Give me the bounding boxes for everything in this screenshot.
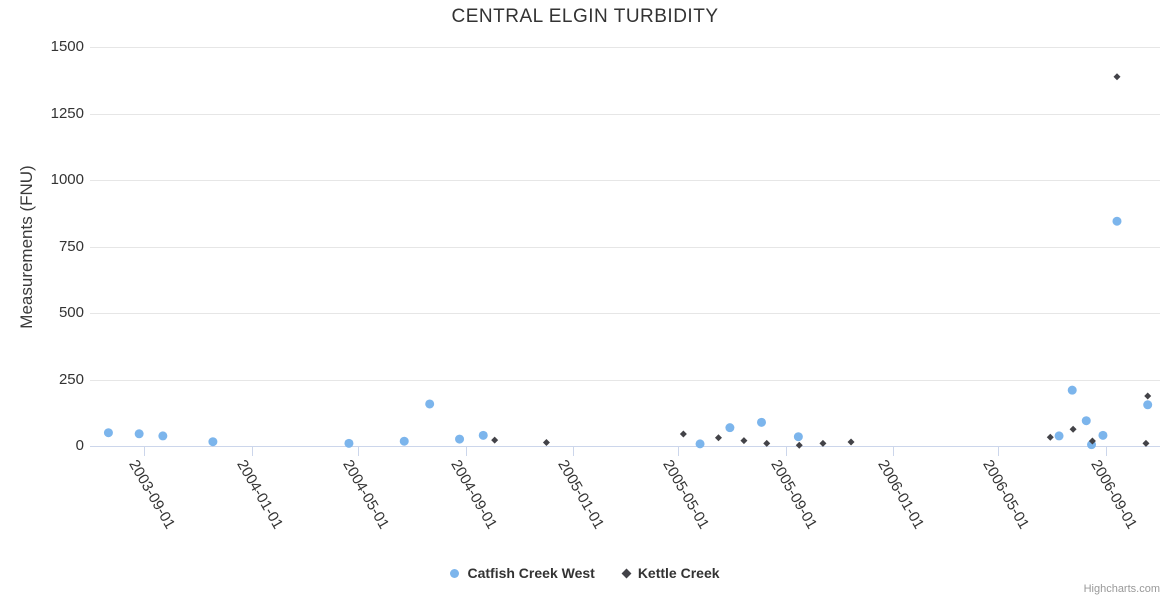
data-point-kettle-creek[interactable]	[1088, 437, 1096, 445]
data-point-catfish-creek-west[interactable]	[1067, 385, 1077, 395]
y-axis-tick-label: 0	[75, 437, 84, 454]
data-point-kettle-creek[interactable]	[1069, 425, 1077, 433]
y-axis-tick-label: 250	[58, 370, 84, 388]
data-point-kettle-creek[interactable]	[714, 434, 722, 442]
highcharts-credits-link[interactable]: Highcharts.com	[1083, 583, 1160, 595]
chart-title: CENTRAL ELGIN TURBIDITY	[451, 6, 719, 27]
circle-marker-icon	[450, 568, 460, 578]
data-point-catfish-creek-west[interactable]	[103, 428, 113, 438]
y-axis-tick-label: 1000	[50, 171, 84, 188]
data-point-catfish-creek-west[interactable]	[1098, 430, 1108, 440]
data-point-kettle-creek[interactable]	[1142, 439, 1150, 447]
legend: Catfish Creek West Kettle Creek	[0, 562, 1170, 584]
data-point-catfish-creek-west[interactable]	[793, 432, 803, 442]
data-point-kettle-creek[interactable]	[1113, 73, 1121, 81]
legend-label-catfish-creek-west: Catfish Creek West	[467, 565, 595, 581]
legend-item-catfish-creek-west[interactable]: Catfish Creek West	[450, 565, 595, 581]
legend-item-kettle-creek[interactable]: Kettle Creek	[621, 565, 720, 581]
data-point-catfish-creek-west[interactable]	[134, 429, 144, 439]
y-axis-tick-label: 500	[58, 304, 84, 321]
y-axis-tick-label: 1250	[50, 104, 84, 122]
data-point-catfish-creek-west[interactable]	[399, 436, 409, 446]
data-point-catfish-creek-west[interactable]	[425, 399, 435, 409]
data-point-catfish-creek-west[interactable]	[1054, 431, 1064, 441]
data-point-kettle-creek[interactable]	[491, 436, 499, 444]
data-point-kettle-creek[interactable]	[763, 439, 771, 447]
y-axis-tick-label: 1500	[50, 38, 84, 55]
data-point-kettle-creek[interactable]	[542, 439, 550, 447]
y-axis-tick-label: 750	[58, 237, 84, 255]
data-point-catfish-creek-west[interactable]	[158, 431, 168, 441]
data-point-kettle-creek[interactable]	[819, 439, 827, 447]
data-point-kettle-creek[interactable]	[740, 437, 748, 445]
data-point-catfish-creek-west[interactable]	[344, 438, 354, 448]
data-point-catfish-creek-west[interactable]	[455, 434, 465, 444]
data-point-kettle-creek[interactable]	[1144, 392, 1152, 400]
data-point-catfish-creek-west[interactable]	[756, 417, 766, 427]
data-point-catfish-creek-west[interactable]	[695, 439, 705, 449]
data-point-catfish-creek-west[interactable]	[1143, 400, 1153, 410]
data-point-catfish-creek-west[interactable]	[1081, 416, 1091, 426]
data-point-catfish-creek-west[interactable]	[1112, 216, 1122, 226]
data-point-kettle-creek[interactable]	[1046, 433, 1054, 441]
data-point-kettle-creek[interactable]	[679, 430, 687, 438]
data-point-catfish-creek-west[interactable]	[725, 423, 735, 433]
data-point-catfish-creek-west[interactable]	[478, 430, 488, 440]
data-point-kettle-creek[interactable]	[795, 441, 803, 449]
data-point-catfish-creek-west[interactable]	[208, 437, 218, 447]
legend-label-kettle-creek: Kettle Creek	[637, 565, 720, 581]
diamond-marker-icon	[621, 568, 632, 578]
data-point-kettle-creek[interactable]	[847, 438, 855, 446]
